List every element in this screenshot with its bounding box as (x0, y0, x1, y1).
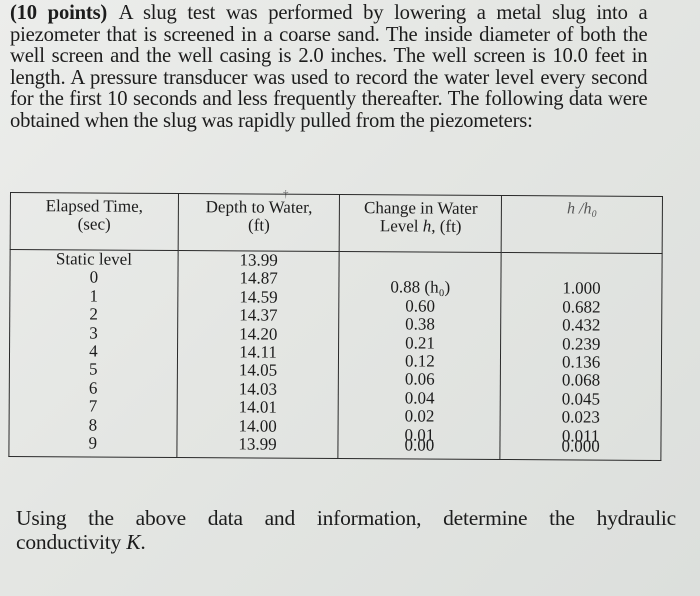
cell-time: 0 (9, 268, 178, 288)
cell-time: 6 (9, 378, 178, 399)
cell-ratio: 1.000 (501, 271, 663, 298)
cell-change (339, 251, 502, 272)
header-elapsed-time: Elapsed Time, (sec) (10, 192, 179, 251)
cell-time: 4 (9, 342, 178, 362)
cell-depth: 14.11 (177, 342, 340, 363)
cell-depth: 14.37 (177, 306, 340, 326)
cell-depth: 13.99 (176, 434, 339, 459)
cell-depth: 13.99 (177, 250, 340, 271)
problem-statement: (10 points) A slug test was performed by … (10, 0, 648, 132)
cell-time: 3 (9, 323, 178, 344)
question-line-1: Using the above data and information, de… (16, 506, 676, 530)
cell-depth: 14.01 (176, 398, 339, 418)
cell-ratio (501, 252, 663, 273)
cell-depth: 14.20 (177, 324, 340, 345)
table-header-row: Elapsed Time, (sec) Depth to Water, (ft)… (10, 192, 663, 254)
cell-time: Static level (10, 249, 178, 270)
cell-time: 9 (8, 434, 177, 458)
cell-change: 0.88 (h₀) (339, 270, 502, 297)
header-h-ratio: h /h₀ (501, 195, 663, 254)
points-label: (10 points) (10, 0, 108, 24)
cell-depth: 14.03 (177, 379, 339, 400)
cell-depth: 14.00 (176, 416, 339, 437)
question-text: Using the above data and information, de… (16, 506, 676, 554)
cell-time: 5 (9, 360, 178, 380)
problem-intro-text: A slug test was performed by lowering a … (10, 0, 648, 132)
cell-time: 7 (9, 397, 178, 417)
table-row-static: Static level 13.99 (10, 249, 663, 273)
cell-depth: 14.59 (177, 287, 340, 308)
cell-time: 1 (9, 286, 178, 307)
cell-time: 2 (9, 305, 178, 325)
cell-depth: 14.05 (177, 361, 339, 381)
header-depth-to-water: Depth to Water, (ft) (177, 193, 340, 252)
pen-mark: † (283, 188, 289, 200)
header-change-in-water-level: Change in Water Level h, (ft) (339, 194, 502, 253)
cell-depth: 14.87 (177, 269, 340, 289)
question-line-2: conductivity K. (16, 530, 146, 554)
cell-time: 8 (9, 415, 177, 436)
slug-test-data-table: Elapsed Time, (sec) Depth to Water, (ft)… (8, 192, 663, 461)
